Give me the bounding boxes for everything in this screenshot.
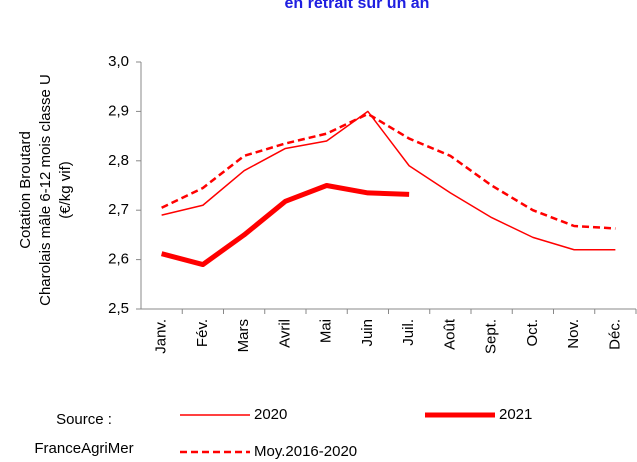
- series-line: [161, 110, 616, 251]
- y-tick-label: 2,5: [108, 300, 129, 317]
- y-axis-label: Cotation Broutard: [17, 131, 34, 249]
- x-tick-label: Oct.: [524, 319, 541, 347]
- x-tick-label: Sept.: [483, 319, 500, 354]
- series-line: [160, 183, 410, 268]
- x-tick-label: Août: [441, 318, 458, 350]
- legend-label: Moy.2016-2020: [254, 443, 357, 460]
- y-axis-label: Charolais mâle 6-12 mois classe U: [37, 74, 54, 306]
- source: Source :: [56, 411, 112, 428]
- source: FranceAgriMer: [34, 440, 133, 457]
- chart-title: en retrait sur un an: [285, 0, 430, 12]
- y-axis-label: (€/kg vif): [57, 161, 74, 219]
- y-tick-label: 2,8: [108, 152, 129, 169]
- x-tick-label: Juil.: [400, 319, 417, 346]
- x-tick-label: Nov.: [565, 319, 582, 349]
- x-tick-label: Avril: [276, 319, 293, 348]
- x-tick-label: Juin: [359, 319, 376, 347]
- y-tick-label: 2,6: [108, 251, 129, 268]
- x-tick-label: Mars: [235, 319, 252, 352]
- series-line: [161, 112, 616, 230]
- x-tick-label: Déc.: [606, 319, 623, 350]
- x-tick-label: Fév.: [194, 319, 211, 347]
- y-tick-label: 3,0: [108, 53, 129, 70]
- y-tick-label: 2,7: [108, 201, 129, 218]
- x-tick-label: Janv.: [153, 319, 170, 354]
- legend-label: 2020: [254, 406, 287, 423]
- y-tick-label: 2,9: [108, 102, 129, 119]
- x-tick-label: Mai: [318, 319, 335, 343]
- legend-label: 2021: [499, 406, 532, 423]
